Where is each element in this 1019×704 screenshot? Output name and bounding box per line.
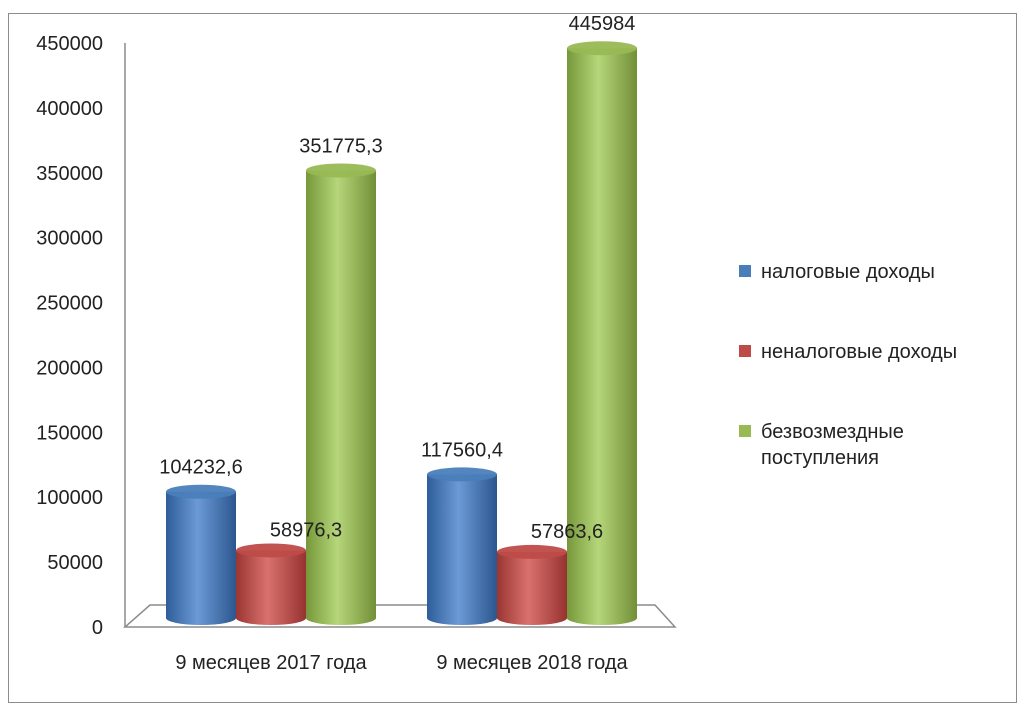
bar [166,491,236,625]
bar-top [306,163,376,178]
data-labels: 104232,6 58976,3 351775,3 117560,4 57863,6 44… [159,13,635,543]
y-tick-label: 350000 [36,163,103,185]
data-label: 57863,6 [531,521,603,543]
bar [427,474,497,625]
bar [567,48,637,626]
bar [497,551,567,625]
y-tick-label: 250000 [36,293,103,315]
bar-top [427,467,497,482]
bar [306,170,376,626]
y-tick-label: 450000 [36,33,103,55]
data-label: 104232,6 [159,457,242,479]
bar-top [236,543,306,558]
bar-top [497,544,567,559]
legend-swatch [739,345,751,357]
legend-swatch [739,425,751,437]
data-label: 117560,4 [421,439,503,461]
legend: налоговые доходы неналоговые доходы безвоз… [739,261,957,469]
y-tick-label: 200000 [36,357,103,379]
data-label: 445984 [569,13,636,35]
floor [123,604,677,628]
legend-swatch [739,265,751,277]
legend-label: безвозмездные [761,421,904,443]
axes: 0 50000 100000 150000 200000 250000 300000 3500… [36,33,677,674]
legend-label: поступления [761,447,879,469]
legend-label: налоговые доходы [761,261,935,283]
x-category-label: 9 месяцев 2017 года [175,652,367,674]
bar-top [567,41,637,56]
legend-label: неналоговые доходы [761,341,957,363]
y-tick-label: 0 [92,617,103,639]
y-tick-label: 50000 [47,552,103,574]
data-label: 351775,3 [299,135,382,157]
y-tick-label: 150000 [36,422,103,444]
y-tick-label: 300000 [36,228,103,250]
bars [166,41,637,626]
data-label: 58976,3 [270,519,342,541]
bar-top [166,484,236,499]
y-tick-label: 100000 [36,487,103,509]
bar [236,550,306,625]
x-category-label: 9 месяцев 2018 года [436,652,628,674]
y-tick-label: 400000 [36,98,103,120]
